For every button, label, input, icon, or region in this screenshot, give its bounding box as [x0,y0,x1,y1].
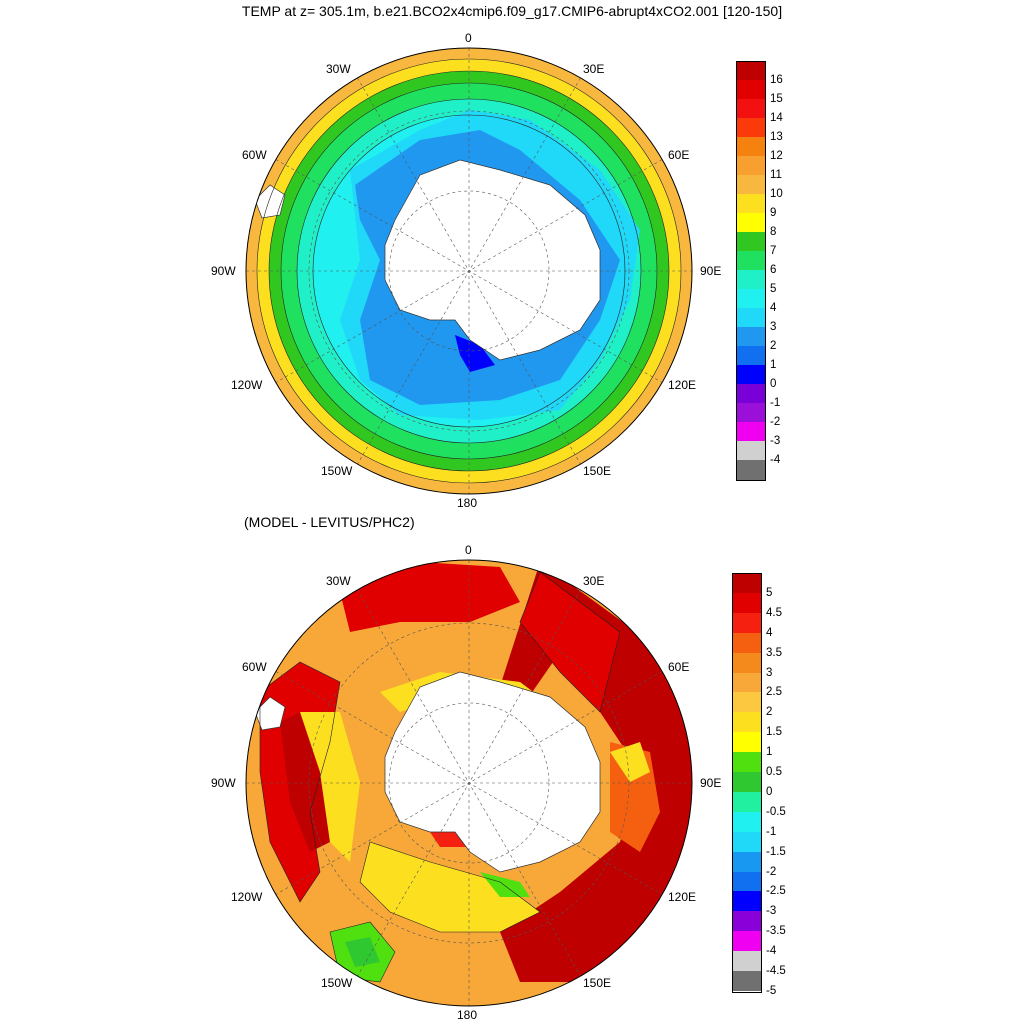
colorbar-tick-label: 1 [766,746,773,759]
bottom-label-90e: 90E [700,776,722,790]
colorbar-tick-label: 9 [770,207,777,219]
bottom-label-60e: 60E [668,660,690,674]
top-label-150e: 150E [583,464,612,478]
top-label-150w: 150W [321,464,353,478]
top-label-90e: 90E [700,264,722,278]
top-label-120e: 120E [668,378,697,392]
top-label-0: 0 [465,31,472,45]
colorbar-tick-label: 2.5 [766,686,782,699]
colorbar-tick-label: 1 [770,359,777,371]
colorbar-tick-label: 14 [770,112,783,124]
colorbar-tick-label: -3 [766,905,777,918]
colorbar-tick-label: -2 [770,416,781,428]
bottom-label-120w: 120W [231,890,263,904]
colorbar-tick-label: 5 [770,283,777,295]
bottom-label-30e: 30E [583,574,605,588]
top-label-90w: 90W [211,264,236,278]
colorbar-tick-label: 3 [770,321,777,333]
bottom-polar-map [245,559,693,1007]
colorbar-tick-label: -4 [770,454,781,466]
colorbar-tick-label: 16 [770,74,783,86]
colorbar-tick-label: 8 [770,226,777,238]
top-label-180: 180 [457,496,478,510]
bottom-label-120e: 120E [668,890,697,904]
bottom-label-180: 180 [457,1008,478,1022]
top-label-30e: 30E [583,62,605,76]
colorbar-frame [736,61,766,481]
top-label-120w: 120W [231,378,263,392]
top-label-60w: 60W [242,148,267,162]
colorbar-tick-label: 12 [770,150,783,162]
difference-subtitle: (MODEL - LEVITUS/PHC2) [244,514,415,530]
bottom-label-150w: 150W [321,976,353,990]
colorbar-tick-label: -1 [770,397,781,409]
colorbar-tick-label: 4.5 [766,606,782,619]
bottom-label-150e: 150E [583,976,612,990]
colorbar-tick-label: 4 [766,626,773,639]
colorbar-tick-label: -4 [766,945,777,958]
top-label-60e: 60E [668,148,690,162]
bottom-label-30w: 30W [326,574,351,588]
colorbar-tick-label: 0 [770,378,777,390]
colorbar-tick-label: 0.5 [766,766,782,779]
colorbar-tick-label: -4.5 [766,965,786,978]
colorbar-tick-label: 2 [770,340,777,352]
colorbar-frame [732,573,762,993]
colorbar-tick-label: -2 [766,865,777,878]
colorbar-tick-label: -1 [766,825,777,838]
bottom-label-90w: 90W [211,776,236,790]
bottom-label-0: 0 [465,543,472,557]
colorbar-tick-label: 11 [770,169,782,181]
colorbar-tick-label: -0.5 [766,805,786,818]
bottom-label-60w: 60W [242,660,267,674]
bottom-map-panel: 0 180 90W 90E 30W 60W 120W 150W 30E 60E … [0,512,1024,1024]
colorbar-tick-label: 10 [770,188,783,200]
colorbar-tick-label: -2.5 [766,885,786,898]
colorbar-tick-label: 13 [770,131,783,143]
colorbar-tick-label: 4 [770,302,777,314]
figure-title: TEMP at z= 305.1m, b.e21.BCO2x4cmip6.f09… [241,3,783,19]
top-label-30w: 30W [326,62,351,76]
colorbar-tick-label: 1.5 [766,726,782,739]
colorbar-tick-label: -3 [770,435,781,447]
colorbar-tick-label: 2 [766,706,773,719]
colorbar-tick-label: 3 [766,666,773,679]
colorbar-tick-label: 3.5 [766,646,782,659]
colorbar-tick-label: -1.5 [766,845,786,858]
colorbar-tick-label: 15 [770,93,783,105]
top-polar-map [245,47,693,495]
colorbar-tick-label: 7 [770,245,777,257]
colorbar-tick-label: -3.5 [766,925,786,938]
colorbar-tick-label: 5 [766,586,773,599]
colorbar-tick-label: -5 [766,985,777,997]
colorbar-tick-label: 0 [766,785,773,798]
top-map-panel: 0 180 90W 90E 30W 60W 120W 150W 30E 60E … [211,31,783,510]
colorbar-tick-label: 6 [770,264,777,276]
